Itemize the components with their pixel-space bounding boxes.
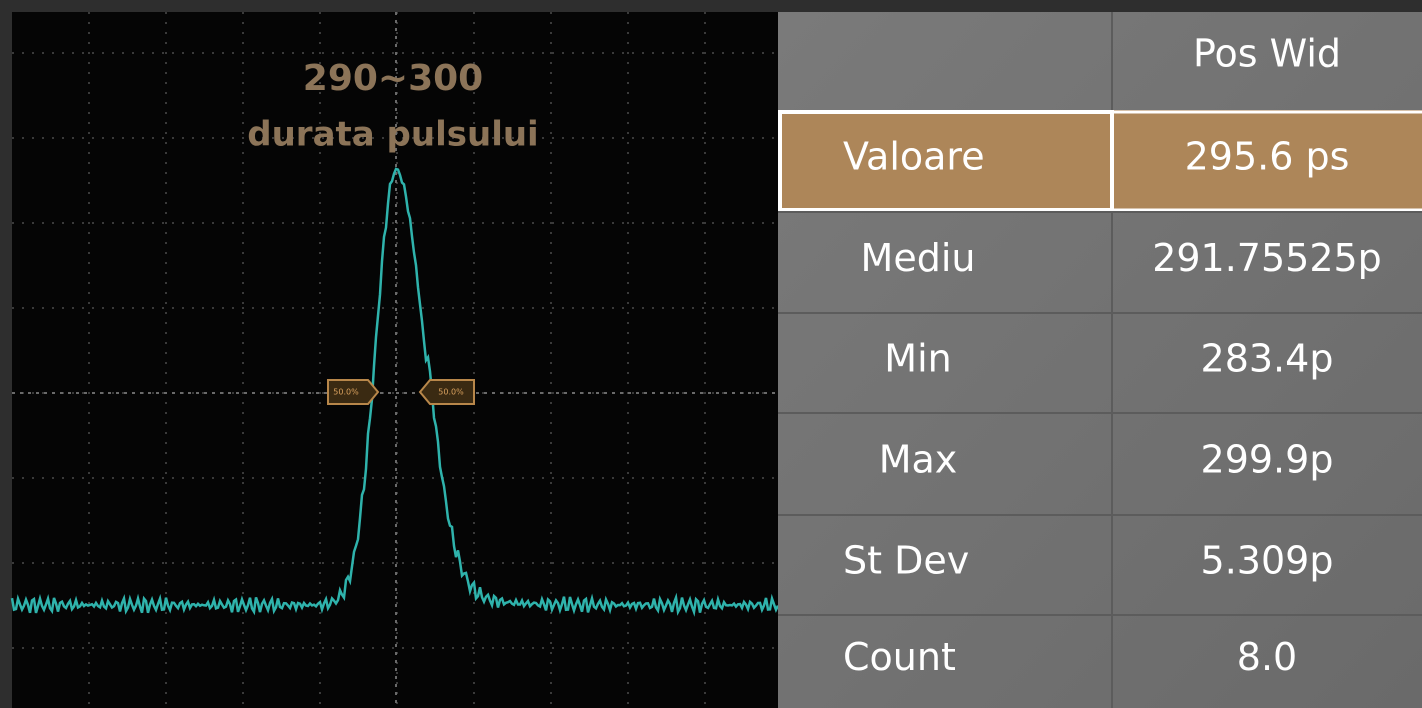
- row-value: 8.0: [1237, 635, 1297, 679]
- row-label: Mediu: [861, 236, 976, 280]
- row-label: Count: [843, 635, 956, 679]
- scope-title: 290~300: [303, 58, 483, 99]
- marker-left: 50.0%: [328, 380, 378, 404]
- screen: 50.0% 50.0% 290~300 durata pulsului Pos …: [0, 0, 1422, 708]
- marker-right: 50.0%: [420, 380, 474, 404]
- column-header: Pos Wid: [1193, 32, 1341, 76]
- scope-subtitle: durata pulsului: [247, 115, 538, 155]
- row-label: St Dev: [843, 539, 969, 583]
- row-label: Max: [879, 438, 958, 482]
- row-label: Min: [884, 337, 951, 381]
- row-value: 291.75525p: [1152, 236, 1382, 280]
- row-value: 5.309p: [1201, 539, 1334, 583]
- marker-label: 50.0%: [333, 388, 359, 397]
- row-value: 283.4p: [1201, 337, 1334, 381]
- row-label: Valoare: [843, 135, 985, 179]
- marker-label: 50.0%: [438, 388, 464, 397]
- row-value: 299.9p: [1201, 438, 1334, 482]
- row-value: 295.6 ps: [1185, 135, 1350, 179]
- page: 50.0% 50.0% 290~300 durata pulsului Pos …: [0, 0, 1422, 708]
